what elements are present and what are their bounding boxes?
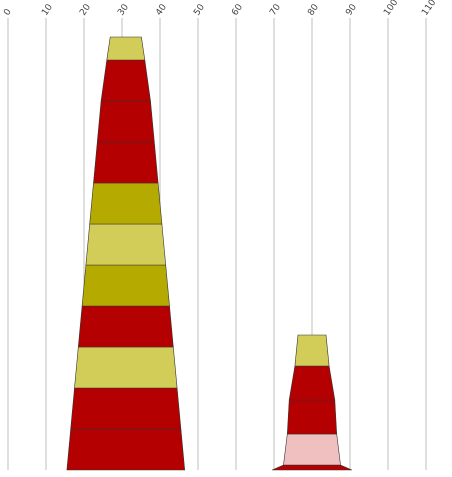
funnel-segment bbox=[286, 399, 338, 435]
funnel-segment bbox=[106, 36, 146, 61]
x-tick-label: 90 bbox=[344, 2, 359, 17]
x-tick-label: 60 bbox=[230, 2, 245, 17]
funnel-segment bbox=[283, 433, 341, 466]
funnel-segment bbox=[271, 464, 353, 471]
funnel-stack bbox=[271, 334, 353, 471]
funnel-segment bbox=[96, 100, 155, 143]
x-tick-label: 10 bbox=[40, 2, 55, 17]
funnel-segment bbox=[85, 223, 167, 266]
funnel-segment bbox=[74, 346, 178, 389]
funnel-segment bbox=[70, 387, 182, 430]
x-axis-tick-labels: 0 10 20 30 40 50 60 70 80 90 100 110 bbox=[2, 0, 438, 18]
funnel-stacks bbox=[66, 36, 353, 471]
funnel-segment bbox=[294, 334, 330, 367]
x-tick-label: 20 bbox=[78, 2, 93, 17]
x-tick-label: 80 bbox=[306, 2, 321, 17]
funnel-segment bbox=[288, 365, 336, 401]
x-tick-label: 70 bbox=[268, 2, 283, 17]
gridlines bbox=[7, 18, 427, 470]
funnel-stack bbox=[66, 36, 186, 471]
x-tick-label: 40 bbox=[154, 2, 169, 17]
x-tick-label: 100 bbox=[382, 0, 400, 18]
x-tick-label: 30 bbox=[116, 2, 131, 17]
funnel-segment bbox=[81, 264, 170, 307]
funnel-segment bbox=[93, 141, 159, 184]
funnel-segment bbox=[77, 305, 174, 348]
funnel-segment bbox=[89, 182, 163, 225]
funnel-segment bbox=[66, 428, 186, 471]
x-tick-label: 110 bbox=[420, 0, 438, 18]
funnel-segment bbox=[100, 59, 151, 102]
x-tick-label: 50 bbox=[192, 2, 207, 17]
x-tick-label: 0 bbox=[2, 7, 14, 18]
